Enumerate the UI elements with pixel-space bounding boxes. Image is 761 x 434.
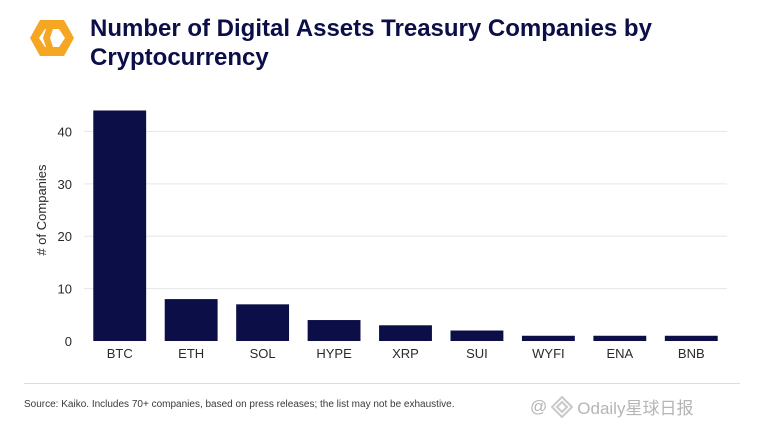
y-tick-label: 0	[65, 334, 72, 349]
x-tick-label: ETH	[178, 346, 204, 361]
x-tick-label: HYPE	[316, 346, 352, 361]
source-note: Source: Kaiko. Includes 70+ companies, b…	[24, 399, 455, 410]
x-tick-label: WYFI	[532, 346, 565, 361]
y-tick-label: 10	[58, 282, 72, 297]
watermark-prefix: @	[530, 396, 548, 416]
y-tick-label: 40	[58, 124, 72, 139]
footer-divider	[24, 383, 740, 384]
x-tick-label: SUI	[466, 346, 488, 361]
watermark-text: Odaily星球日报	[577, 399, 694, 418]
y-axis-label: # of Companies	[34, 164, 49, 256]
bar-sol	[236, 304, 290, 341]
y-tick-label: 20	[58, 229, 72, 244]
bar-eth	[164, 299, 218, 341]
bar-hype	[307, 320, 361, 341]
x-tick-label: ENA	[606, 346, 633, 361]
x-tick-label: SOL	[250, 346, 276, 361]
bar-btc	[93, 110, 147, 341]
bar-ena	[593, 335, 647, 341]
bar-wyfi	[521, 335, 575, 341]
x-tick-label: BNB	[678, 346, 705, 361]
x-tick-label: BTC	[107, 346, 133, 361]
x-tick-label: XRP	[392, 346, 419, 361]
watermark: @ Odaily星球日报	[530, 394, 693, 419]
bar-sui	[450, 330, 504, 341]
bar-bnb	[664, 335, 718, 341]
kaiko-logo-icon	[30, 20, 74, 56]
odaily-logo-icon	[551, 395, 574, 418]
chart-title: Number of Digital Assets Treasury Compan…	[90, 15, 652, 71]
bar-xrp	[379, 325, 432, 341]
y-tick-label: 30	[58, 177, 72, 192]
